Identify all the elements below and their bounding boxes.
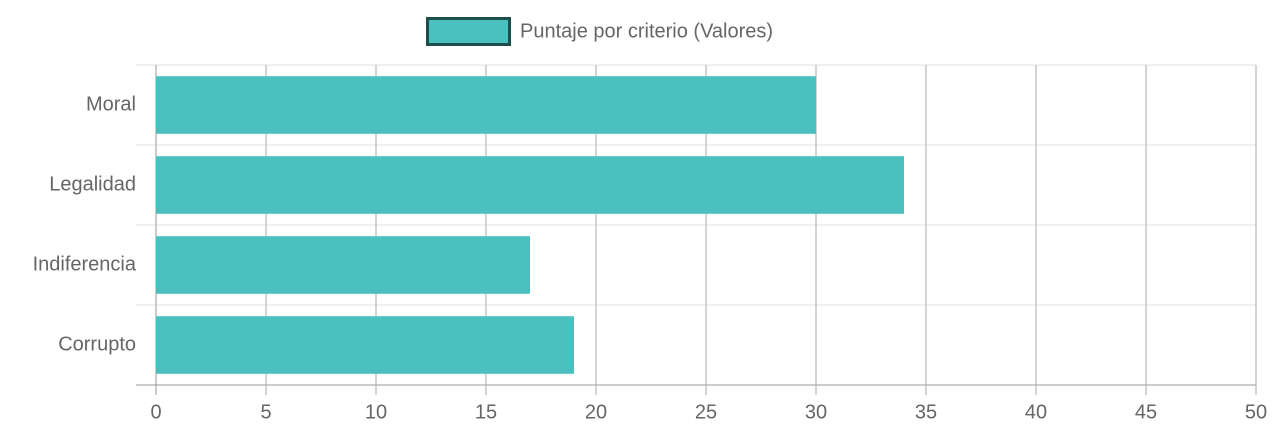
x-tick-label: 30 (805, 401, 827, 423)
y-tick-label: Corrupto (58, 333, 136, 355)
x-tick-label: 25 (695, 401, 717, 423)
x-tick-label: 15 (475, 401, 497, 423)
bar (156, 316, 574, 374)
y-tick-label: Moral (86, 93, 136, 115)
x-tick-label: 0 (150, 401, 161, 423)
y-tick-label: Legalidad (49, 173, 136, 195)
bar (156, 156, 904, 214)
bar (156, 76, 816, 134)
x-tick-label: 45 (1135, 401, 1157, 423)
legend-label: Puntaje por criterio (Valores) (520, 20, 773, 42)
x-tick-label: 5 (260, 401, 271, 423)
x-tick-label: 10 (365, 401, 387, 423)
x-tick-label: 50 (1245, 401, 1267, 423)
bar (156, 236, 530, 294)
x-tick-label: 35 (915, 401, 937, 423)
x-tick-label: 20 (585, 401, 607, 423)
y-tick-label: Indiferencia (33, 253, 137, 275)
x-tick-label: 40 (1025, 401, 1047, 423)
legend-swatch (426, 17, 511, 46)
